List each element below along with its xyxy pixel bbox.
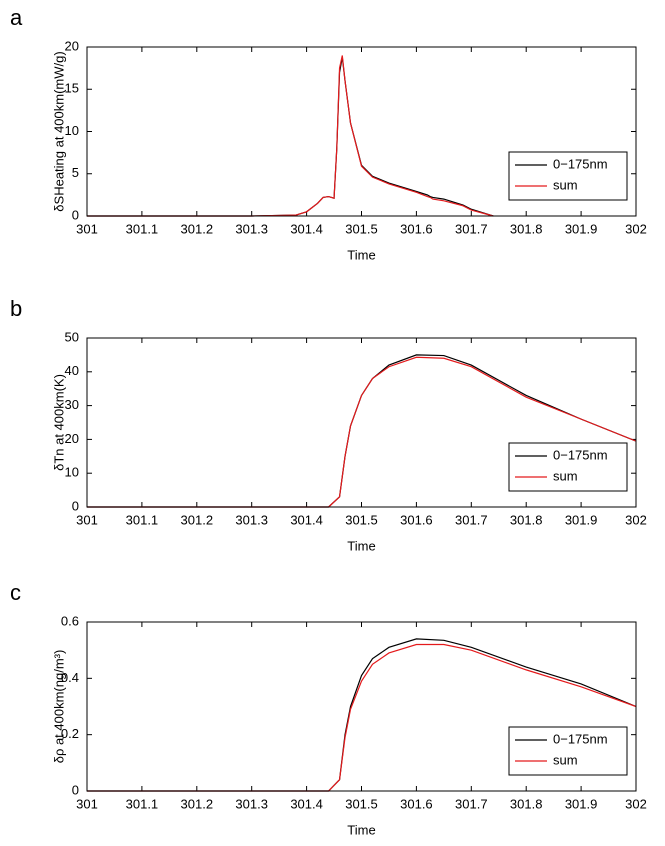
x-tick-label: 301.7 xyxy=(455,796,488,811)
axes-frame xyxy=(86,46,637,217)
legend-box xyxy=(508,151,628,201)
y-tick-label: 0.6 xyxy=(61,613,79,628)
x-tick-label: 301.5 xyxy=(345,796,378,811)
legend: 0−175nm sum xyxy=(508,726,628,776)
x-tick-label: 301.2 xyxy=(181,512,214,527)
axes-frame xyxy=(86,621,637,792)
x-tick-label: 301.3 xyxy=(235,796,268,811)
legend-label: sum xyxy=(553,752,578,767)
series-line xyxy=(87,643,637,792)
panel-label: c xyxy=(10,580,21,605)
x-tick-label: 302 xyxy=(625,221,647,236)
y-tick-label: 0 xyxy=(72,207,79,222)
x-tick-label: 301.6 xyxy=(400,512,433,527)
y-tick-label: 0 xyxy=(72,498,79,513)
series-line xyxy=(87,356,637,508)
y-tick-label: 40 xyxy=(65,363,79,378)
x-tick-label: 301.1 xyxy=(126,221,159,236)
legend-box xyxy=(508,726,628,776)
x-tick-label: 301.5 xyxy=(345,221,378,236)
x-axis-label: Time xyxy=(347,538,375,553)
y-tick-label: 0.4 xyxy=(61,670,79,685)
x-tick-label: 301.5 xyxy=(345,512,378,527)
x-tick-label: 301 xyxy=(76,796,98,811)
y-axis-label: δρ at 400km(ng/m³) xyxy=(51,650,66,764)
y-tick-label: 20 xyxy=(65,38,79,53)
x-tick-label: 301.6 xyxy=(400,221,433,236)
x-tick-label: 301.1 xyxy=(126,512,159,527)
x-axis-label: Time xyxy=(347,247,375,262)
legend: 0−175nm sum xyxy=(508,151,628,201)
x-tick-label: 301.9 xyxy=(565,512,598,527)
y-tick-label: 5 xyxy=(72,165,79,180)
panel: b 301 301.1 301.2 301.3 301.4 301.5 301.6 301.7 3… xyxy=(10,296,647,554)
y-tick-label: 15 xyxy=(65,81,79,96)
y-axis-label: δTn at 400km(K) xyxy=(51,374,66,471)
legend-label: sum xyxy=(553,177,578,192)
x-tick-label: 301.4 xyxy=(290,221,323,236)
legend: 0−175nm sum xyxy=(508,442,628,492)
x-tick-label: 301 xyxy=(76,221,98,236)
x-tick-label: 301.1 xyxy=(126,796,159,811)
y-tick-label: 30 xyxy=(65,397,79,412)
x-axis-label: Time xyxy=(347,822,375,837)
x-tick-label: 301 xyxy=(76,512,98,527)
series-line xyxy=(87,55,494,217)
legend-label: 0−175nm xyxy=(553,156,608,171)
x-tick-label: 301.8 xyxy=(510,796,543,811)
x-tick-label: 301.7 xyxy=(455,221,488,236)
panel: a 301 301.1 301.2 301.3 301.4 301.5 301.6 301.7 3… xyxy=(10,5,647,263)
legend-label: 0−175nm xyxy=(553,731,608,746)
x-tick-label: 301.4 xyxy=(290,796,323,811)
x-tick-label: 301.7 xyxy=(455,512,488,527)
x-tick-label: 301.9 xyxy=(565,221,598,236)
x-tick-label: 301.3 xyxy=(235,221,268,236)
y-axis-label: δSHeating at 400km(mW/g) xyxy=(51,51,66,211)
y-tick-label: 20 xyxy=(65,431,79,446)
legend-label: sum xyxy=(553,468,578,483)
x-tick-label: 301.2 xyxy=(181,221,214,236)
x-tick-label: 302 xyxy=(625,796,647,811)
x-tick-label: 302 xyxy=(625,512,647,527)
legend-box xyxy=(508,442,628,492)
panel: c 301 301.1 301.2 301.3 301.4 301.5 301.6 301.7 3… xyxy=(10,580,647,838)
axes-frame xyxy=(86,337,637,508)
y-tick-label: 10 xyxy=(65,465,79,480)
x-tick-label: 301.2 xyxy=(181,796,214,811)
y-tick-label: 10 xyxy=(65,123,79,138)
y-tick-label: 50 xyxy=(65,329,79,344)
x-tick-label: 301.8 xyxy=(510,221,543,236)
x-tick-label: 301.4 xyxy=(290,512,323,527)
y-tick-label: 0 xyxy=(72,782,79,797)
legend-label: 0−175nm xyxy=(553,447,608,462)
x-tick-label: 301.3 xyxy=(235,512,268,527)
x-tick-label: 301.8 xyxy=(510,512,543,527)
x-tick-label: 301.9 xyxy=(565,796,598,811)
panel-label: a xyxy=(10,5,23,30)
x-tick-label: 301.6 xyxy=(400,796,433,811)
y-tick-label: 0.2 xyxy=(61,726,79,741)
panel-label: b xyxy=(10,296,22,321)
